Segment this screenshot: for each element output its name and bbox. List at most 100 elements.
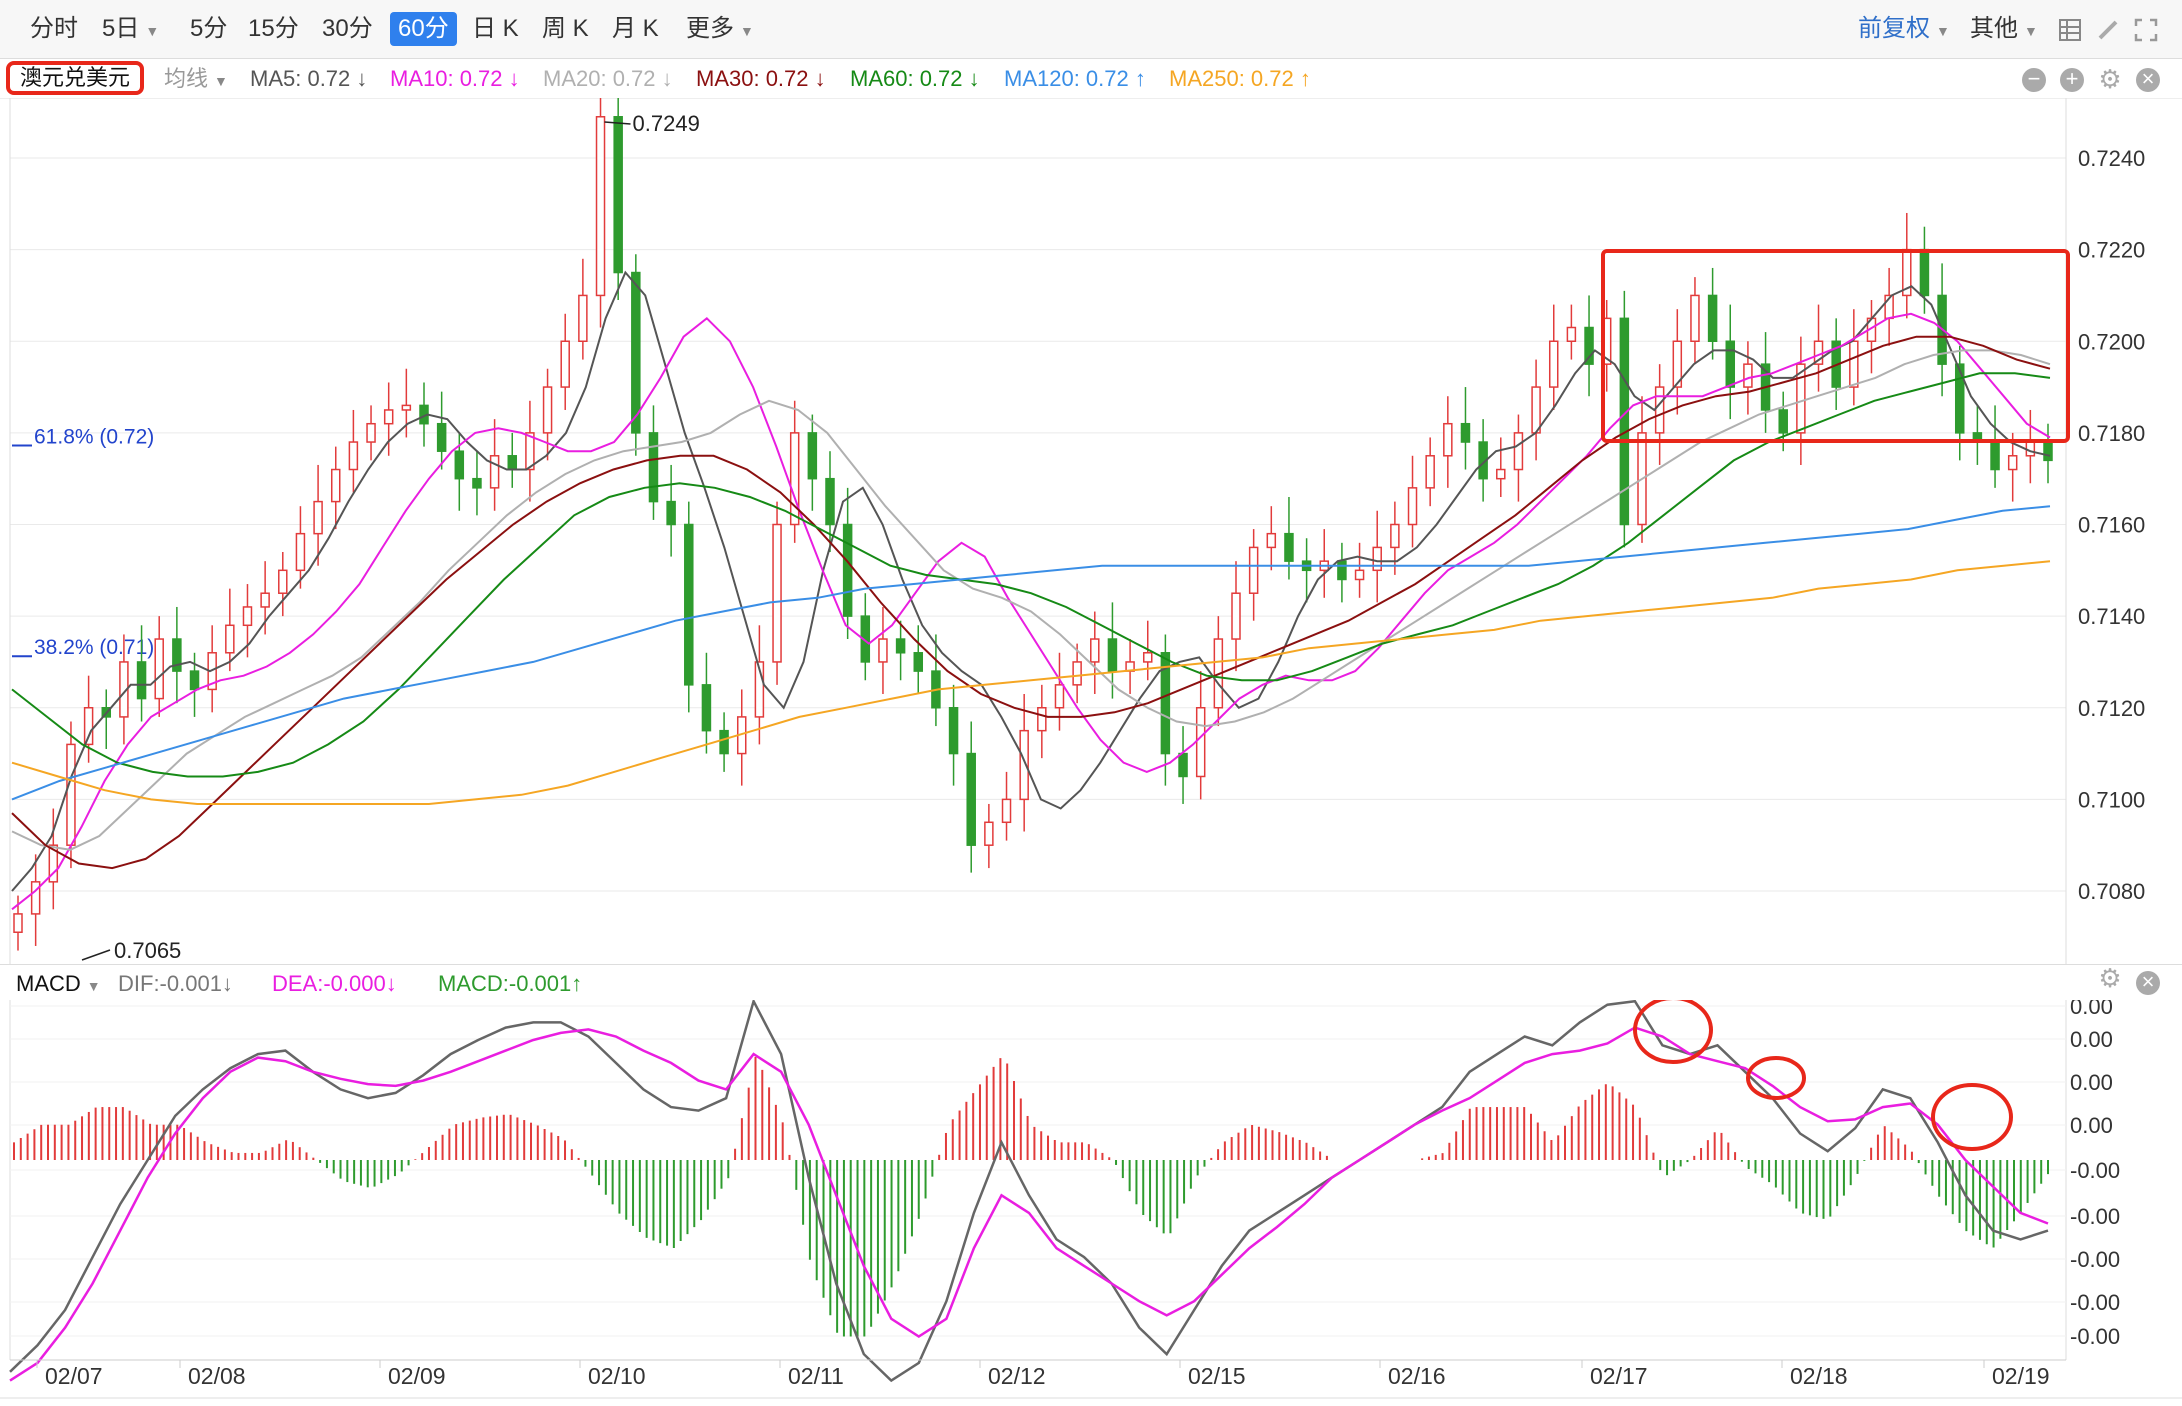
- candle-body: [1248, 546, 1259, 594]
- candle-body: [1566, 326, 1577, 343]
- grid-icon[interactable]: [2058, 18, 2082, 42]
- candle-body: [313, 500, 323, 535]
- tab-4[interactable]: 30分: [322, 15, 373, 42]
- candle-body: [1354, 569, 1365, 581]
- candle-body: [1796, 363, 1806, 434]
- candle-body: [807, 432, 818, 480]
- y-tick-label: 0.7240: [2078, 146, 2145, 171]
- tab-0[interactable]: 分时: [30, 15, 78, 42]
- plus-icon[interactable]: +: [2060, 68, 2084, 92]
- fib-label: 61.8% (0.72): [34, 425, 154, 448]
- candle-body: [242, 606, 253, 627]
- y-tick-label: 0.7160: [2078, 513, 2145, 538]
- chevron-down-icon: ▼: [2024, 23, 2038, 39]
- pen-icon[interactable]: [2096, 18, 2120, 42]
- y-tick-label: 0.00: [2070, 1027, 2113, 1052]
- y-tick-label: -0.00: [2070, 1290, 2120, 1315]
- y-tick-label: 0.00: [2070, 1000, 2113, 1019]
- dea-line: [9, 1026, 2049, 1382]
- ma-line-ma20: [11, 349, 2051, 851]
- chevron-down-icon: ▼: [740, 23, 754, 39]
- candle-body: [13, 913, 23, 933]
- chevron-down-icon: ▼: [1936, 23, 1950, 39]
- candle-body: [1372, 546, 1382, 572]
- candle-body: [295, 532, 306, 572]
- candle-body: [366, 422, 376, 443]
- period-toolbar: 分时 5日 ▼ 5分 15分 30分 60分日 K 周 K 月 K 更多 ▼ 前复权 ▼ 其他 ▼: [0, 0, 2182, 59]
- tab-8[interactable]: 月 K: [612, 15, 659, 42]
- candle-body: [383, 409, 394, 425]
- candle-body: [684, 523, 694, 686]
- chevron-down-icon: ▼: [214, 73, 228, 89]
- y-tick-label: -0.00: [2070, 1247, 2120, 1272]
- macd-selector[interactable]: MACD ▼: [16, 969, 101, 1001]
- y-tick-label: -0.00: [2070, 1204, 2120, 1229]
- candle-body: [2043, 441, 2053, 462]
- candle-body: [189, 670, 200, 691]
- x-tick-label: 02/15: [1188, 1363, 1246, 1389]
- y-tick-label: 0.00: [2070, 1070, 2113, 1095]
- price-chart[interactable]: 0.7240 0.7220 0.7200 0.7180 0.7160 0.7140 0.71…: [0, 98, 2182, 964]
- candle-body: [1743, 363, 1753, 388]
- candle-body: [1425, 455, 1435, 489]
- tab-5[interactable]: 60分: [390, 12, 457, 46]
- tab-9[interactable]: 更多 ▼: [686, 15, 754, 42]
- y-tick-label: 0.7080: [2078, 879, 2145, 904]
- candle-body: [789, 432, 800, 526]
- candle-body: [1725, 340, 1736, 388]
- x-tick-label: 02/19: [1992, 1363, 2050, 1389]
- ma-selector[interactable]: 均线 ▼: [164, 64, 228, 96]
- candle-body: [1496, 468, 1506, 480]
- candle-body: [154, 638, 164, 700]
- candle-body: [1407, 487, 1418, 526]
- macd-chart[interactable]: 0.00 0.00 0.00 0.00 -0.00 -0.00 -0.00 -0.00 -0.0…: [0, 1000, 2182, 1406]
- candle-body: [913, 652, 924, 672]
- candle-body: [278, 569, 288, 594]
- candle-body: [1178, 752, 1188, 778]
- y-tick-label: 0.7120: [2078, 696, 2145, 721]
- candle-body: [560, 340, 570, 388]
- tab-6[interactable]: 日 K: [472, 15, 519, 42]
- candle-body: [66, 743, 76, 846]
- x-tick-label: 02/16: [1388, 1363, 1446, 1389]
- candle-body: [436, 422, 447, 452]
- tab-2[interactable]: 5分: [190, 15, 228, 42]
- candle-body: [825, 477, 835, 526]
- adjust-dropdown[interactable]: 前复权 ▼: [1858, 12, 1950, 46]
- minus-icon[interactable]: −: [2022, 68, 2046, 92]
- gear-icon[interactable]: ⚙: [2098, 64, 2122, 94]
- low-label: 0.7065: [114, 938, 181, 963]
- ma-label: 均线: [164, 66, 209, 91]
- adjust-label: 前复权: [1858, 15, 1930, 42]
- close-icon[interactable]: ×: [2136, 68, 2160, 92]
- fib-label: 38.2% (0.71): [34, 636, 154, 659]
- symbol-label[interactable]: 澳元兑美元: [6, 61, 145, 95]
- candle-body: [631, 271, 641, 434]
- other-dropdown[interactable]: 其他 ▼: [1970, 12, 2038, 46]
- candle-body: [1037, 707, 1047, 732]
- low-arrow: [81, 949, 111, 961]
- fullscreen-icon[interactable]: [2134, 18, 2158, 42]
- candle-body: [525, 432, 535, 471]
- y-tick-label: -0.00: [2070, 1324, 2120, 1349]
- candle-body: [1284, 532, 1294, 562]
- close-icon[interactable]: ×: [2136, 971, 2160, 995]
- chevron-down-icon: ▼: [86, 978, 101, 994]
- candle-body: [1337, 560, 1347, 581]
- tab-1[interactable]: 5日 ▼: [102, 15, 160, 42]
- candle-body: [260, 592, 270, 608]
- high-label: 0.7249: [633, 111, 700, 136]
- candle-body: [507, 455, 518, 471]
- gear-icon[interactable]: ⚙: [2098, 963, 2122, 993]
- candle-body: [1142, 652, 1153, 663]
- candle-body: [1443, 422, 1453, 457]
- candle-body: [772, 523, 782, 663]
- tab-3[interactable]: 15分: [248, 15, 299, 42]
- y-tick-label: 0.7100: [2078, 787, 2145, 812]
- candle-body: [701, 684, 712, 732]
- candle-body: [1990, 441, 2000, 471]
- candle-body: [860, 615, 871, 663]
- candle-body: [1672, 340, 1683, 388]
- tab-7[interactable]: 周 K: [542, 15, 589, 42]
- ma-line-ma250: [11, 560, 2051, 805]
